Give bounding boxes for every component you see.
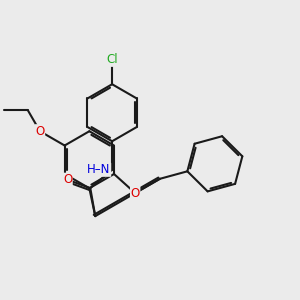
- Text: Cl: Cl: [106, 53, 118, 66]
- Text: H–N: H–N: [87, 163, 111, 176]
- Text: O: O: [35, 125, 45, 138]
- Text: O: O: [63, 173, 72, 186]
- Text: O: O: [130, 187, 140, 200]
